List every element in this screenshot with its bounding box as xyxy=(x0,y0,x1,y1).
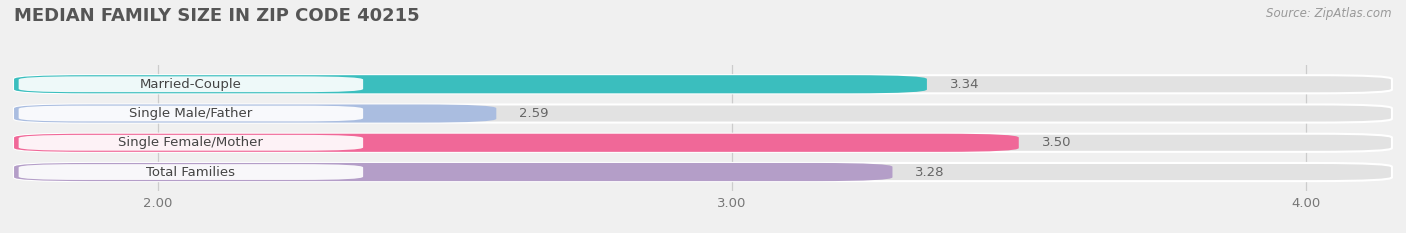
FancyBboxPatch shape xyxy=(14,163,893,181)
FancyBboxPatch shape xyxy=(18,106,363,121)
FancyBboxPatch shape xyxy=(14,163,1392,181)
FancyBboxPatch shape xyxy=(14,75,1392,93)
Text: Total Families: Total Families xyxy=(146,165,235,178)
FancyBboxPatch shape xyxy=(14,104,496,123)
Text: Single Male/Father: Single Male/Father xyxy=(129,107,253,120)
Text: 2.59: 2.59 xyxy=(519,107,548,120)
FancyBboxPatch shape xyxy=(14,134,1019,152)
FancyBboxPatch shape xyxy=(18,76,363,92)
FancyBboxPatch shape xyxy=(14,75,927,93)
FancyBboxPatch shape xyxy=(14,134,1392,152)
Text: 3.28: 3.28 xyxy=(915,165,945,178)
Text: 3.34: 3.34 xyxy=(950,78,980,91)
Text: Married-Couple: Married-Couple xyxy=(141,78,242,91)
Text: MEDIAN FAMILY SIZE IN ZIP CODE 40215: MEDIAN FAMILY SIZE IN ZIP CODE 40215 xyxy=(14,7,419,25)
FancyBboxPatch shape xyxy=(18,164,363,180)
FancyBboxPatch shape xyxy=(18,135,363,151)
FancyBboxPatch shape xyxy=(14,104,1392,123)
Text: Source: ZipAtlas.com: Source: ZipAtlas.com xyxy=(1267,7,1392,20)
Text: 3.50: 3.50 xyxy=(1042,136,1071,149)
Text: Single Female/Mother: Single Female/Mother xyxy=(118,136,263,149)
